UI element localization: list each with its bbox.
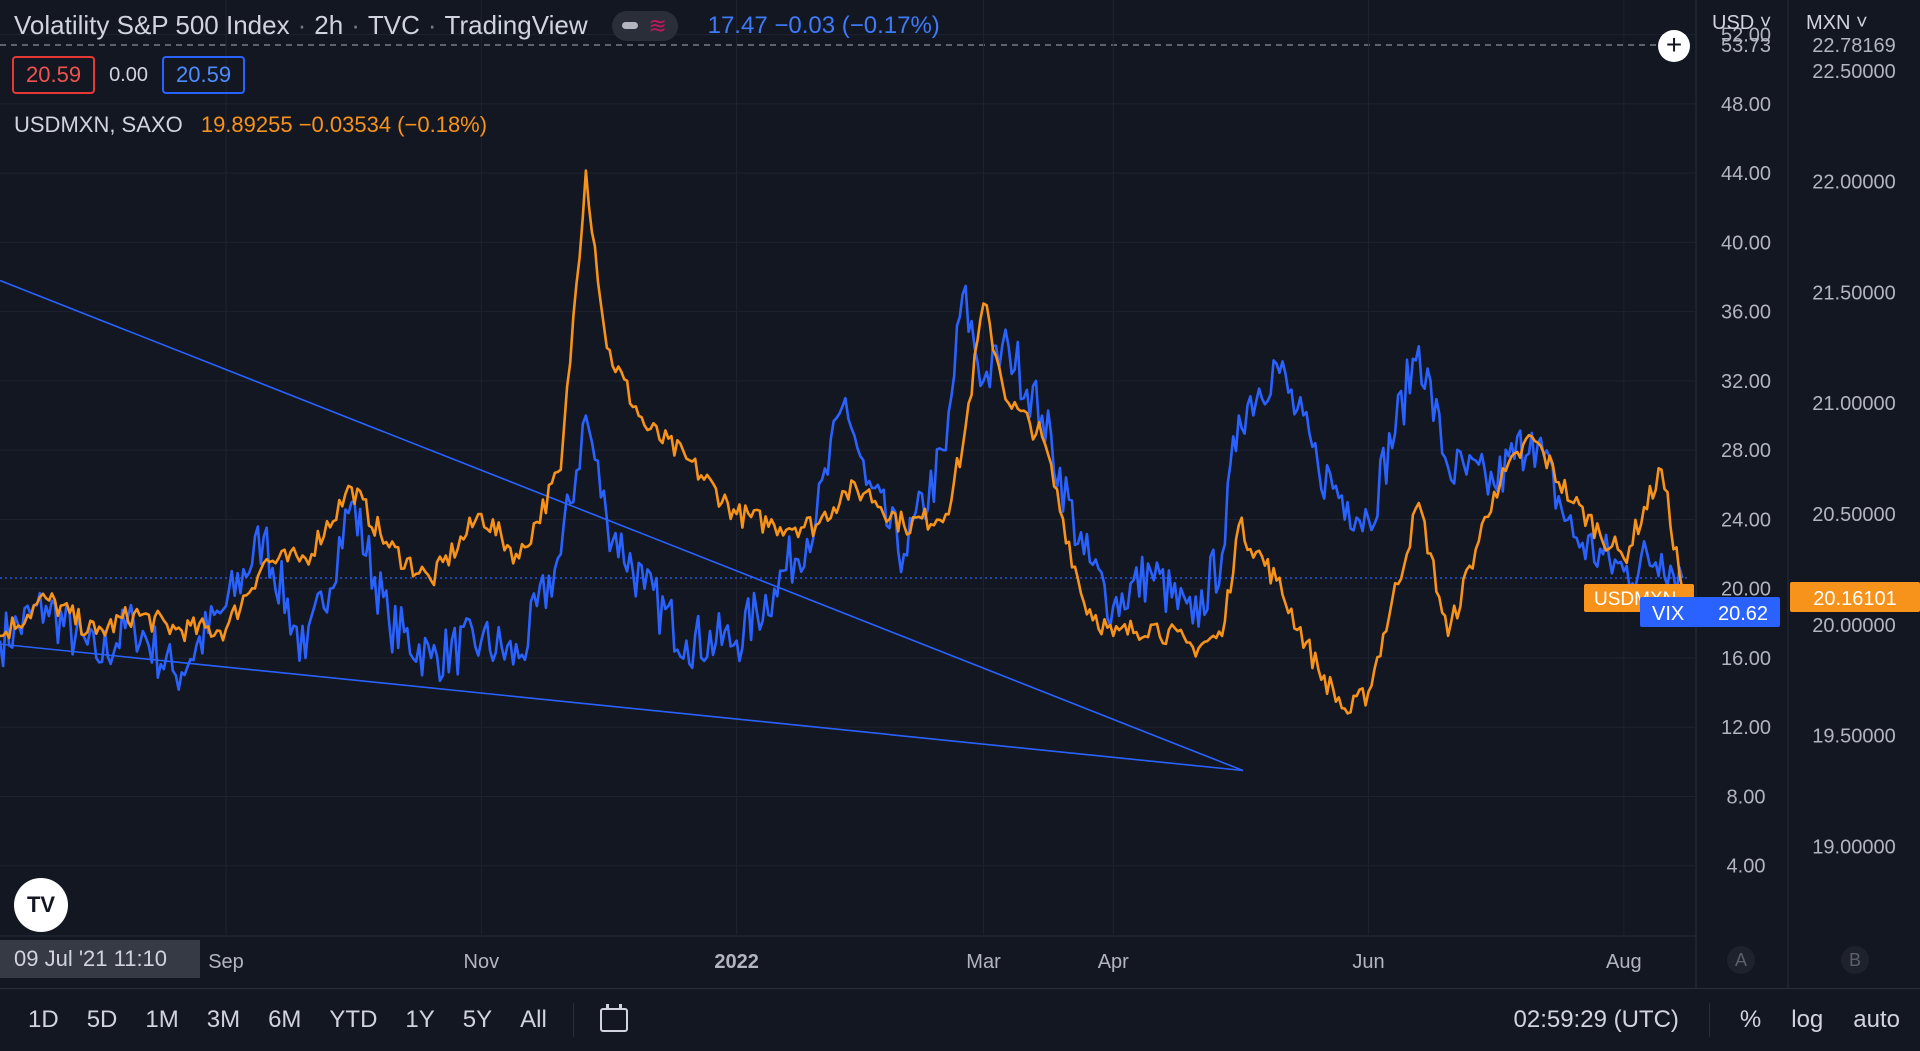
timeframe-buttons: 1D 5D 1M 3M 6M YTD 1Y 5Y All	[28, 1006, 547, 1034]
series-line-vix	[0, 284, 1684, 691]
series-lines	[0, 169, 1684, 715]
series2-legend[interactable]: USDMXN, SAXO 19.89255 −0.03534 (−0.18%)	[14, 112, 487, 138]
left-axis-tick-label: 28.00	[1721, 440, 1771, 462]
left-axis-tick-label: 44.00	[1721, 163, 1771, 185]
chart-header: Volatility S&P 500 Index · 2h · TVC · Tr…	[14, 10, 940, 41]
date-range-icon[interactable]	[599, 1004, 628, 1032]
series2-quote: 19.89255 −0.03534 (−0.18%)	[200, 112, 488, 137]
left-axis-top-label: 53.73	[1721, 35, 1771, 57]
crosshair-date-label: 09 Jul '21 11:10	[0, 940, 200, 978]
right-axis-tick-label: 22.00000	[1812, 172, 1895, 194]
left-axis-tick-label: 52.00	[1721, 25, 1771, 47]
source-label: TradingView	[444, 10, 588, 40]
timeframe-all[interactable]: All	[520, 1006, 547, 1033]
usdmxn-price-tag	[1790, 582, 1920, 612]
values-row: 20.59 0.00 20.59	[12, 56, 246, 94]
left-axis-tick-label: 32.00	[1721, 371, 1771, 393]
right-controls: 02:59:29 (UTC) % log auto	[1513, 1003, 1900, 1037]
toolbar-divider	[572, 1003, 574, 1037]
time-axis-tick-label: Jun	[1352, 951, 1384, 973]
series2-symbol: USDMXN, SAXO	[14, 112, 183, 137]
trendline-lower[interactable]	[0, 643, 1244, 772]
time-axis-tick-label: Mar	[966, 951, 1001, 973]
vix-price-tag	[1640, 597, 1780, 627]
indicator-toggle-button[interactable]: ≋	[611, 10, 678, 41]
left-axis-tick-label: 8.00	[1727, 786, 1766, 808]
time-axis[interactable]: Sep Nov 2022 Mar Apr Jun Aug	[0, 935, 1696, 973]
vix-price-text: 20.62	[1718, 603, 1768, 625]
exchange-label: TVC	[367, 10, 420, 40]
utc-clock[interactable]: 02:59:29 (UTC)	[1513, 1006, 1679, 1033]
timeframe-5d[interactable]: 5D	[86, 1006, 118, 1033]
currency-selector-mxn[interactable]: MXN ˅	[1806, 12, 1868, 34]
scale-a-button[interactable]: A	[1727, 946, 1755, 974]
right-axis-tick-label: 19.50000	[1812, 726, 1895, 748]
header-separator: ·	[427, 10, 437, 40]
time-axis-tick-label: Aug	[1606, 951, 1642, 973]
right-axis-tick-label: 21.00000	[1812, 393, 1895, 415]
minus-icon	[622, 22, 639, 29]
right-axis-tick-label: 20.50000	[1812, 504, 1895, 526]
add-plus-icon[interactable]: +	[1658, 30, 1690, 62]
left-axis-tick-label: 48.00	[1721, 94, 1771, 116]
vix-name-text: VIX	[1652, 603, 1684, 625]
interval-label[interactable]: 2h	[314, 10, 344, 40]
right-axis-tick-label: 19.00000	[1812, 836, 1895, 858]
left-axis-tick-label: 20.00	[1721, 579, 1771, 601]
price-axes[interactable]: 4.00 8.00 12.00 16.00 20.00 24.00 28.00 32.00 36…	[1695, 0, 1896, 988]
timeframe-6m[interactable]: 6M	[268, 1006, 302, 1033]
spread-value: 0.00	[109, 63, 148, 86]
timeframe-1y[interactable]: 1Y	[405, 1006, 435, 1033]
time-axis-tick-label: Apr	[1098, 951, 1129, 973]
right-axis-tick-label: 21.50000	[1812, 282, 1895, 304]
timeframe-ytd[interactable]: YTD	[329, 1006, 378, 1033]
time-axis-tick-label: Nov	[464, 951, 500, 973]
symbol-title[interactable]: Volatility S&P 500 Index	[14, 10, 290, 40]
left-axis-tick-label: 36.00	[1721, 302, 1771, 324]
ask-price-box[interactable]: 20.59	[162, 56, 246, 94]
usdmxn-price-text: 20.16101	[1813, 588, 1896, 610]
trendline-upper[interactable]	[0, 279, 1244, 772]
timeframe-1d[interactable]: 1D	[28, 1006, 59, 1033]
bid-price-box[interactable]: 20.59	[12, 56, 96, 94]
left-axis-tick-label: 40.00	[1721, 232, 1771, 254]
trendlines[interactable]	[0, 279, 1244, 772]
right-axis-tick-label: 22.50000	[1812, 61, 1895, 83]
scale-b-button[interactable]: B	[1841, 946, 1869, 974]
timeframe-3m[interactable]: 3M	[206, 1006, 241, 1033]
left-axis-tick-label: 12.00	[1721, 717, 1771, 739]
series-line-usdmxn	[0, 169, 1684, 715]
log-toggle[interactable]: log	[1791, 1006, 1824, 1033]
grid	[0, 0, 1695, 935]
timeframe-5y[interactable]: 5Y	[462, 1006, 493, 1033]
timeframe-1m[interactable]: 1M	[145, 1006, 179, 1033]
tradingview-logo-icon[interactable]: TV	[14, 878, 68, 932]
vix-quote: 17.47 −0.03 (−0.17%)	[707, 11, 940, 39]
auto-toggle[interactable]: auto	[1853, 1006, 1900, 1033]
header-separator: ·	[297, 10, 307, 40]
time-axis-tick-label: 2022	[714, 951, 759, 973]
right-axis-tick-label: 20.00000	[1812, 615, 1895, 637]
bottom-toolbar: 1D 5D 1M 3M 6M YTD 1Y 5Y All 02:59:29 (U…	[0, 988, 1920, 1051]
header-separator: ·	[351, 10, 360, 40]
left-axis-tick-label: 4.00	[1727, 856, 1766, 878]
toolbar-divider	[1708, 1003, 1710, 1037]
percent-toggle[interactable]: %	[1739, 1006, 1762, 1033]
right-axis-top-label: 22.78169	[1812, 35, 1895, 57]
left-axis-tick-label: 24.00	[1721, 509, 1771, 531]
time-axis-tick-label: Sep	[208, 951, 244, 973]
wave-icon: ≋	[648, 12, 667, 38]
currency-selector-usd[interactable]: USD ˅	[1712, 12, 1772, 34]
left-axis-tick-label: 16.00	[1721, 648, 1771, 670]
